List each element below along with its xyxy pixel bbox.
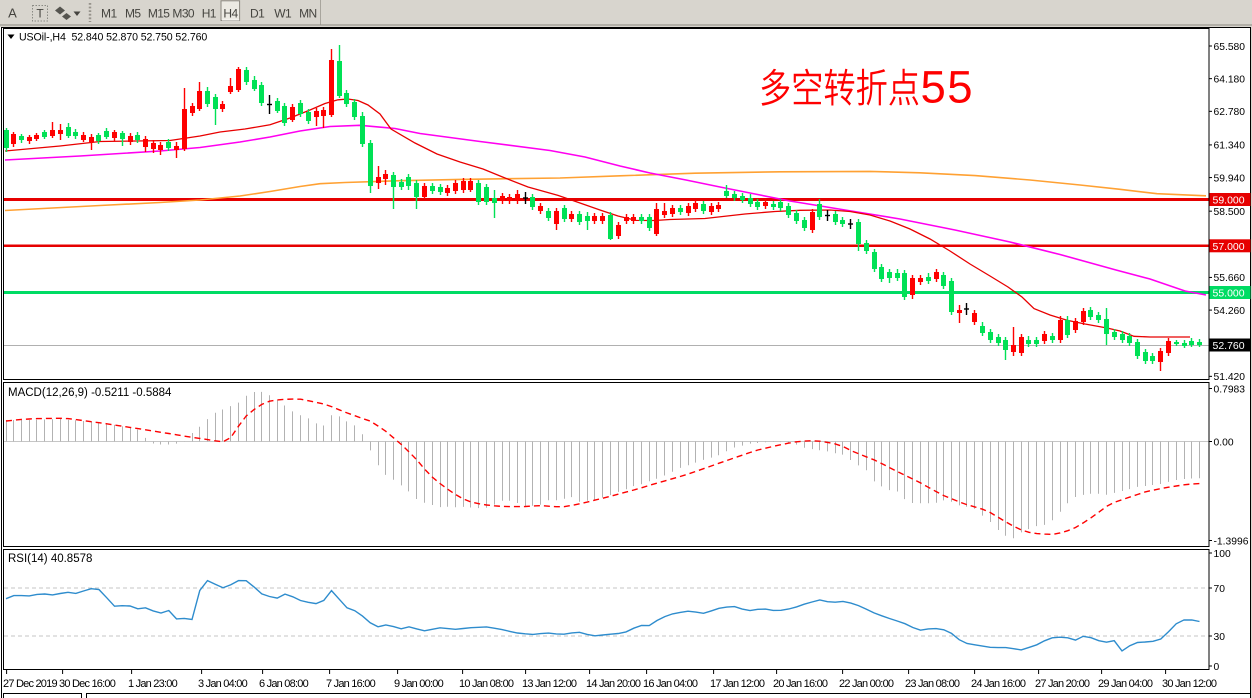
svg-text:57.000: 57.000 <box>1213 241 1245 253</box>
svg-text:51.420: 51.420 <box>1214 372 1246 383</box>
svg-text:55.000: 55.000 <box>1213 288 1245 300</box>
svg-text:M30: M30 <box>172 7 194 21</box>
svg-text:MN: MN <box>299 7 316 21</box>
svg-text:W1: W1 <box>274 7 292 21</box>
svg-text:23 Jan 08:00: 23 Jan 08:00 <box>905 678 960 690</box>
svg-text:20 Jan 16:00: 20 Jan 16:00 <box>773 678 828 690</box>
svg-text:27 Jan 20:00: 27 Jan 20:00 <box>1035 678 1090 690</box>
svg-text:H4: H4 <box>223 7 238 21</box>
svg-text:H1: H1 <box>202 7 217 21</box>
svg-text:55: 55 <box>921 62 975 113</box>
svg-text:0.7983: 0.7983 <box>1214 384 1246 395</box>
svg-text:A: A <box>8 6 17 21</box>
svg-text:54.260: 54.260 <box>1214 306 1246 317</box>
svg-text:59.940: 59.940 <box>1214 173 1246 184</box>
svg-text:6 Jan 08:00: 6 Jan 08:00 <box>259 678 309 690</box>
svg-text:7 Jan 16:00: 7 Jan 16:00 <box>326 678 376 690</box>
svg-text:59.000: 59.000 <box>1213 195 1245 207</box>
svg-text:10 Jan 08:00: 10 Jan 08:00 <box>459 678 514 690</box>
svg-text:27 Dec 2019: 27 Dec 2019 <box>3 678 57 690</box>
svg-text:M1: M1 <box>101 7 117 21</box>
svg-text:3 Jan 04:00: 3 Jan 04:00 <box>198 678 248 690</box>
svg-text:USOil-,H4 52.840 52.870 52.75: USOil-,H4 52.840 52.870 52.750 52.760 <box>19 32 207 44</box>
svg-text:100: 100 <box>1214 549 1231 560</box>
svg-text:55.660: 55.660 <box>1214 273 1246 284</box>
svg-text:M15: M15 <box>148 7 170 21</box>
svg-text:13 Jan 12:00: 13 Jan 12:00 <box>522 678 577 690</box>
svg-text:64.180: 64.180 <box>1214 74 1246 85</box>
svg-text:9 Jan 00:00: 9 Jan 00:00 <box>394 678 444 690</box>
svg-text:62.780: 62.780 <box>1214 107 1246 118</box>
svg-text:14 Jan 20:00: 14 Jan 20:00 <box>586 678 641 690</box>
svg-text:70: 70 <box>1214 584 1226 595</box>
svg-text:-1.3996: -1.3996 <box>1214 536 1249 547</box>
svg-text:30: 30 <box>1214 632 1226 643</box>
svg-text:58.500: 58.500 <box>1214 207 1246 218</box>
svg-text:30 Jan 12:00: 30 Jan 12:00 <box>1162 678 1217 690</box>
svg-text:M5: M5 <box>125 7 141 21</box>
svg-text:D1: D1 <box>250 7 265 21</box>
svg-text:30 Dec 16:00: 30 Dec 16:00 <box>59 678 116 690</box>
svg-text:22 Jan 00:00: 22 Jan 00:00 <box>839 678 894 690</box>
svg-text:16 Jan 04:00: 16 Jan 04:00 <box>643 678 698 690</box>
svg-text:MACD(12,26,9) -0.5211 -0.5884: MACD(12,26,9) -0.5211 -0.5884 <box>8 387 172 399</box>
svg-text:0.00: 0.00 <box>1214 437 1234 448</box>
svg-text:0: 0 <box>1214 662 1220 673</box>
svg-text:1 Jan 23:00: 1 Jan 23:00 <box>128 678 178 690</box>
svg-text:24 Jan 16:00: 24 Jan 16:00 <box>971 678 1026 690</box>
svg-text:17 Jan 12:00: 17 Jan 12:00 <box>710 678 765 690</box>
svg-text:65.580: 65.580 <box>1214 42 1246 53</box>
svg-text:29 Jan 04:00: 29 Jan 04:00 <box>1098 678 1153 690</box>
svg-text:61.340: 61.340 <box>1214 141 1246 152</box>
svg-text:RSI(14) 40.8578: RSI(14) 40.8578 <box>8 553 92 565</box>
svg-text:T: T <box>36 7 44 21</box>
svg-text:52.760: 52.760 <box>1213 340 1245 352</box>
